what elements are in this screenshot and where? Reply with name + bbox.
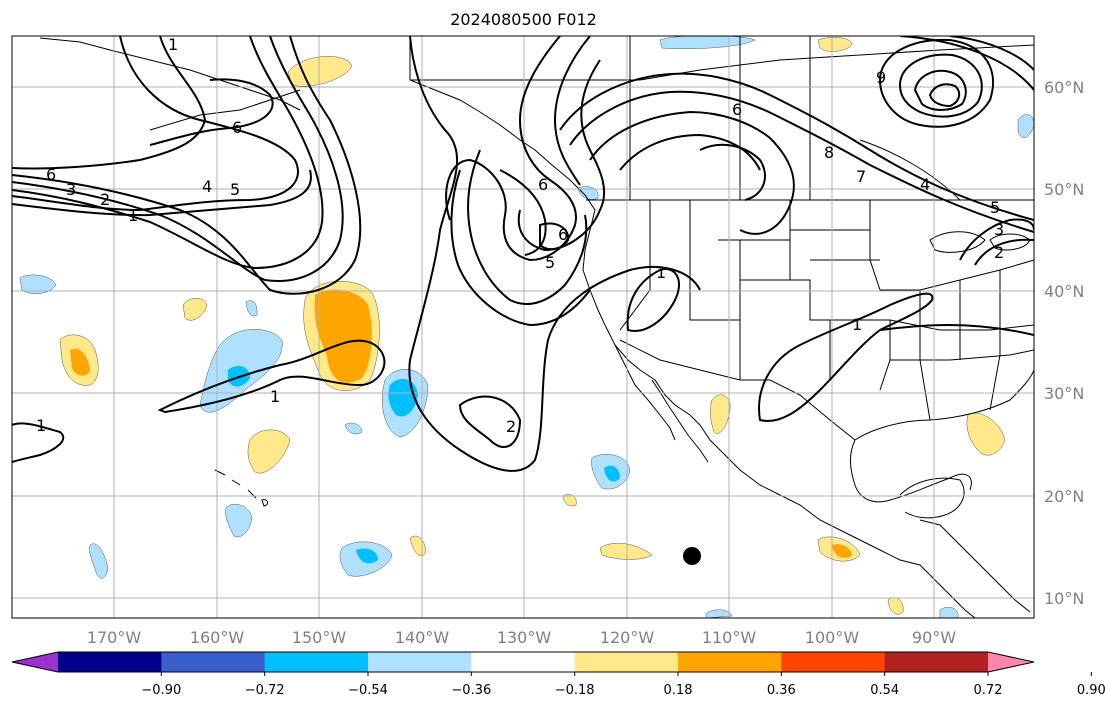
anomaly-negative bbox=[245, 300, 258, 317]
colorbar-segment bbox=[781, 652, 886, 672]
colorbar: −0.90 −0.72 −0.54 −0.36 −0.18 0.18 0.36 0.54 0.7… bbox=[11, 651, 1105, 698]
contour-label: 4 bbox=[920, 175, 930, 194]
map-background bbox=[12, 36, 1034, 618]
colorbar-tick-label: −0.54 bbox=[348, 683, 388, 698]
colorbar-segment bbox=[884, 652, 989, 672]
contour-label: 2 bbox=[994, 243, 1004, 262]
anomaly-positive bbox=[247, 429, 291, 474]
colorbar-segment bbox=[161, 652, 266, 672]
anomaly-positive bbox=[182, 298, 208, 321]
contour-label: 6 bbox=[732, 100, 742, 119]
lat-label: 60°N bbox=[1044, 78, 1084, 97]
lon-label: 140°W bbox=[395, 628, 450, 647]
lat-label: 30°N bbox=[1044, 384, 1084, 403]
contour-label: 5 bbox=[230, 180, 240, 199]
colorbar-outline bbox=[11, 651, 1035, 673]
anomaly-positive-strong bbox=[314, 289, 372, 383]
location-marker bbox=[683, 547, 701, 565]
contour-label: 5 bbox=[990, 198, 1000, 217]
anomaly-positive-strong bbox=[832, 544, 852, 558]
colorbar-tick-label: 0.90 bbox=[1077, 683, 1105, 698]
anomaly-negative bbox=[19, 274, 57, 294]
anomaly-negative-strong bbox=[604, 465, 620, 482]
contour-lines bbox=[12, 36, 1034, 472]
anomaly-negative-strong bbox=[356, 548, 378, 564]
contour-label: 1 bbox=[128, 206, 138, 225]
contour-label: 5 bbox=[545, 253, 555, 272]
contour-label: 6 bbox=[46, 165, 56, 184]
contour-label: 1 bbox=[270, 387, 280, 406]
shaded-anomalies bbox=[19, 36, 1034, 618]
lon-label: 120°W bbox=[600, 628, 655, 647]
colorbar-segment bbox=[368, 652, 472, 672]
map-frame bbox=[11, 35, 1035, 619]
contour-label: 6 bbox=[232, 118, 242, 137]
contour-label: 7 bbox=[856, 167, 866, 186]
colorbar-extend-high bbox=[988, 652, 1034, 672]
anomaly-negative bbox=[705, 609, 733, 618]
contour-label: 6 bbox=[558, 225, 568, 244]
colorbar-tick-label: −0.90 bbox=[141, 683, 181, 698]
colorbar-tick-label: −0.72 bbox=[245, 683, 285, 698]
contour-label: 2 bbox=[506, 417, 516, 436]
lon-tick-labels: 170°W 160°W 150°W 140°W 130°W 120°W 110°… bbox=[87, 628, 956, 647]
anomaly-negative bbox=[344, 422, 363, 435]
anomaly-positive bbox=[966, 412, 1006, 456]
contour-label: 3 bbox=[994, 220, 1004, 239]
lon-label: 100°W bbox=[805, 628, 860, 647]
lat-label: 10°N bbox=[1044, 589, 1084, 608]
lat-label: 20°N bbox=[1044, 487, 1084, 506]
lat-label: 50°N bbox=[1044, 180, 1084, 199]
colorbar-tick-label: 0.54 bbox=[870, 683, 899, 698]
anomaly-positive bbox=[287, 56, 353, 87]
colorbar-tick-label: 0.18 bbox=[664, 683, 693, 698]
contour-label: 3 bbox=[66, 180, 76, 199]
colorbar-segment bbox=[264, 652, 369, 672]
anomaly-positive bbox=[562, 494, 577, 507]
contour-label: 2 bbox=[100, 190, 110, 209]
anomaly-negative bbox=[89, 543, 109, 579]
contour-label: 4 bbox=[202, 177, 212, 196]
colorbar-extend-low bbox=[12, 652, 58, 672]
colorbar-segment bbox=[58, 652, 162, 672]
contour-label: 6 bbox=[538, 175, 548, 194]
colorbar-segment bbox=[678, 652, 782, 672]
coastlines bbox=[39, 36, 1034, 618]
lon-label: 90°W bbox=[912, 628, 956, 647]
anomaly-negative bbox=[225, 503, 253, 538]
contour-label: 9 bbox=[876, 68, 886, 87]
anomaly-negative bbox=[939, 607, 959, 618]
lon-label: 110°W bbox=[702, 628, 757, 647]
contour-label: 1 bbox=[852, 315, 862, 334]
graticule bbox=[12, 36, 1034, 618]
contour-label: 8 bbox=[824, 143, 834, 162]
anomaly-positive bbox=[599, 542, 653, 560]
colorbar-tick-label: 0.36 bbox=[767, 683, 796, 698]
lon-label: 170°W bbox=[87, 628, 142, 647]
lon-label: 130°W bbox=[497, 628, 552, 647]
colorbar-segment bbox=[471, 652, 576, 672]
anomaly-positive bbox=[817, 37, 853, 52]
contour-label: 1 bbox=[36, 416, 46, 435]
colorbar-tick-label: −0.18 bbox=[555, 683, 595, 698]
lat-label: 40°N bbox=[1044, 282, 1084, 301]
anomaly-positive bbox=[710, 394, 731, 434]
lon-label: 160°W bbox=[190, 628, 245, 647]
colorbar-tick-label: 0.72 bbox=[974, 683, 1003, 698]
lon-label: 150°W bbox=[292, 628, 347, 647]
anomaly-positive-strong bbox=[70, 348, 90, 376]
lat-tick-labels: 60°N 50°N 40°N 30°N 20°N 10°N bbox=[1044, 78, 1084, 608]
contour-label: 1 bbox=[168, 35, 178, 54]
map-title: 2024080500 F012 bbox=[450, 10, 597, 29]
contour-label: 1 bbox=[656, 263, 666, 282]
colorbar-segment bbox=[574, 652, 679, 672]
colorbar-tick-label: −0.36 bbox=[451, 683, 491, 698]
contour-labels: 1 1 6 3 2 1 5 4 6 6 5 6 1 1 2 1 6 7 8 9 … bbox=[36, 35, 1004, 436]
anomaly-negative bbox=[577, 186, 599, 200]
